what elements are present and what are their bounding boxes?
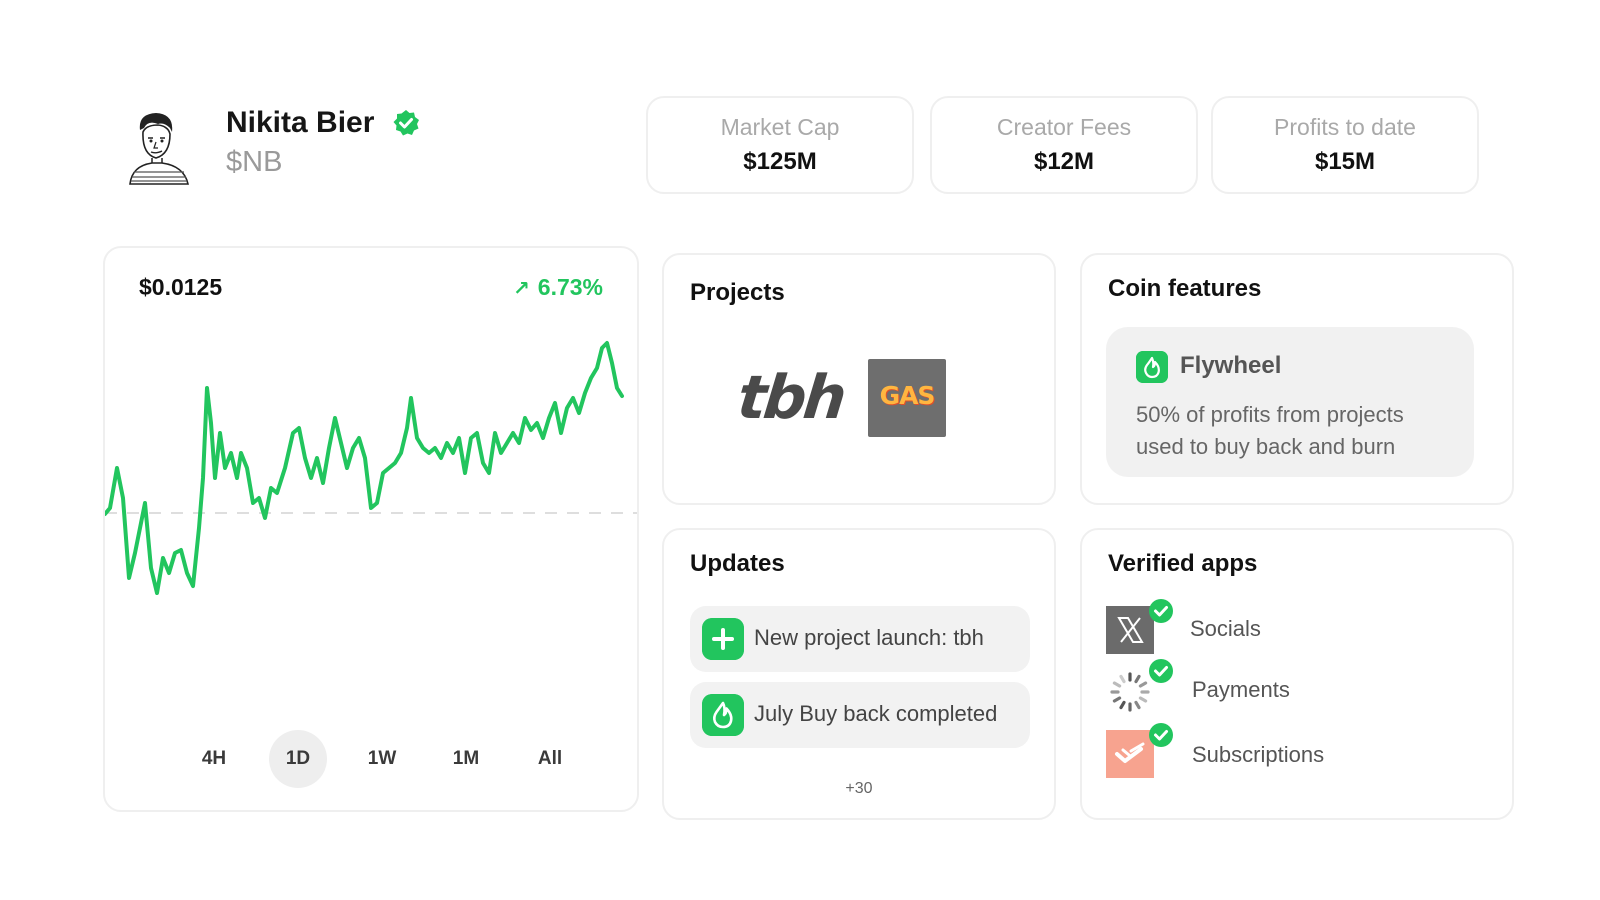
- verified-badge-icon: [1149, 659, 1173, 683]
- app-label-payments: Payments: [1192, 677, 1290, 702]
- stat-value: $125M: [743, 148, 817, 175]
- verified-badge-icon: [1149, 599, 1173, 623]
- gas-logo-text: GAS: [879, 381, 936, 410]
- updates-title: Updates: [690, 550, 785, 577]
- x-logo-icon[interactable]: [1106, 606, 1154, 654]
- stat-card-profits: Profits to date $15M: [1211, 96, 1479, 194]
- verified-apps-card: Verified apps Socials Payments: [1080, 528, 1514, 820]
- subscriptions-logo-icon[interactable]: [1106, 730, 1154, 778]
- projects-title: Projects: [690, 279, 785, 306]
- verified-badge-icon: [1149, 723, 1173, 747]
- plus-icon: [702, 618, 744, 660]
- price-chart-card: $0.0125 ↗ 6.73% 4H 1D 1W 1M All: [103, 246, 639, 812]
- verified-badge-icon: [393, 110, 419, 136]
- projects-card: Projects tbh GAS: [662, 253, 1056, 505]
- range-all-button[interactable]: All: [537, 748, 563, 769]
- update-text: New project launch: tbh: [754, 625, 984, 650]
- update-item[interactable]: New project launch: tbh: [690, 606, 1030, 672]
- range-4h-button[interactable]: 4H: [201, 748, 227, 769]
- verified-apps-title: Verified apps: [1108, 550, 1258, 577]
- stat-value: $12M: [1033, 148, 1095, 175]
- payments-spinner-icon[interactable]: [1106, 668, 1154, 716]
- price-change: ↗ 6.73%: [513, 274, 603, 301]
- stat-label: Profits to date: [1274, 114, 1416, 140]
- profile-header: Nikita Bier $NB: [110, 96, 530, 196]
- stat-value: $15M: [1314, 148, 1376, 175]
- current-price: $0.0125: [139, 274, 223, 300]
- range-1d-button[interactable]: 1D: [269, 730, 327, 788]
- coin-ticker: $NB: [226, 146, 283, 178]
- updates-card: Updates New project launch: tbh July Buy…: [662, 528, 1056, 820]
- coin-features-title: Coin features: [1108, 275, 1262, 302]
- price-change-value: 6.73%: [537, 274, 603, 300]
- stat-card-creator-fees: Creator Fees $12M: [930, 96, 1198, 194]
- time-range-selector: 4H 1D 1W 1M All: [167, 730, 587, 788]
- price-line-chart[interactable]: [105, 318, 639, 678]
- price-line: [105, 341, 624, 595]
- project-gas-logo[interactable]: GAS: [868, 359, 946, 437]
- flywheel-title: Flywheel: [1180, 352, 1282, 379]
- arrow-up-right-icon: ↗: [513, 278, 530, 300]
- stat-label: Creator Fees: [996, 114, 1132, 140]
- avatar[interactable]: [118, 106, 198, 186]
- profile-name: Nikita Bier: [226, 106, 375, 139]
- range-1m-button[interactable]: 1M: [452, 748, 480, 769]
- flame-icon: [1136, 351, 1168, 383]
- project-tbh-logo[interactable]: tbh: [734, 363, 848, 433]
- flywheel-feature[interactable]: Flywheel 50% of profits from projects us…: [1106, 327, 1474, 477]
- stat-card-market-cap: Market Cap $125M: [646, 96, 914, 194]
- more-updates-link[interactable]: +30: [845, 780, 873, 797]
- coin-features-card: Coin features Flywheel 50% of profits fr…: [1080, 253, 1514, 505]
- app-label-subscriptions: Subscriptions: [1192, 742, 1325, 767]
- flywheel-description: 50% of profits from projects used to buy…: [1136, 402, 1404, 459]
- update-text: July Buy back completed: [754, 701, 998, 726]
- app-label-socials: Socials: [1190, 616, 1261, 641]
- update-item[interactable]: July Buy back completed: [690, 682, 1030, 748]
- flame-icon: [702, 694, 744, 736]
- stat-label: Market Cap: [720, 114, 840, 140]
- range-1w-button[interactable]: 1W: [367, 748, 397, 769]
